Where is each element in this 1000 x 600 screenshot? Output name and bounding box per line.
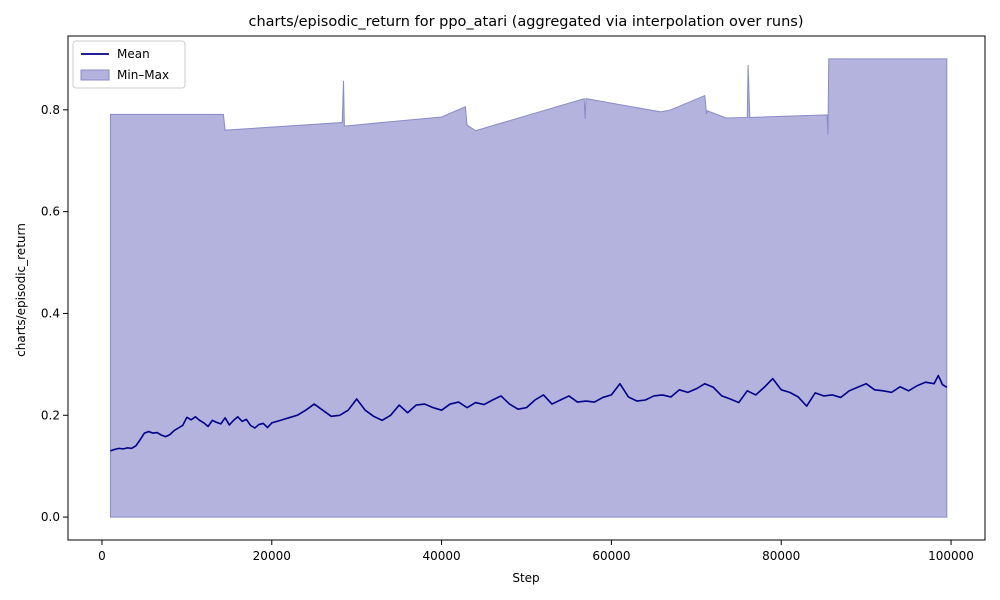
legend-band-swatch — [80, 69, 110, 81]
plot-frame — [67, 35, 986, 541]
chart-title: charts/episodic_return for ppo_atari (ag… — [248, 14, 803, 30]
legend: Mean Min–Max — [72, 40, 186, 89]
y-tick-label: 0.6 — [41, 205, 60, 219]
x-tick-label: 60000 — [592, 549, 630, 563]
legend-mean-label: Mean — [117, 47, 150, 61]
x-tick-label: 80000 — [762, 549, 800, 563]
x-tick-label: 100000 — [928, 549, 974, 563]
mean-line — [110, 374, 948, 452]
min-max-band — [109, 58, 948, 518]
x-tick-label: 20000 — [253, 549, 291, 563]
plot-area: 0 20000 40000 60000 80000 100000 0.0 0.2 0.4 0.6 0… — [41, 35, 986, 563]
y-tick-label: 0.4 — [41, 306, 60, 320]
legend-band-label: Min–Max — [117, 68, 169, 82]
y-tick-label: 0.0 — [41, 510, 60, 524]
x-axis-label: Step — [512, 571, 539, 585]
x-tick-label: 40000 — [422, 549, 460, 563]
y-tick-label: 0.8 — [41, 103, 60, 117]
y-axis-label: charts/episodic_return — [14, 223, 28, 357]
y-tick-label: 0.2 — [41, 408, 60, 422]
x-tick-label: 0 — [98, 549, 106, 563]
